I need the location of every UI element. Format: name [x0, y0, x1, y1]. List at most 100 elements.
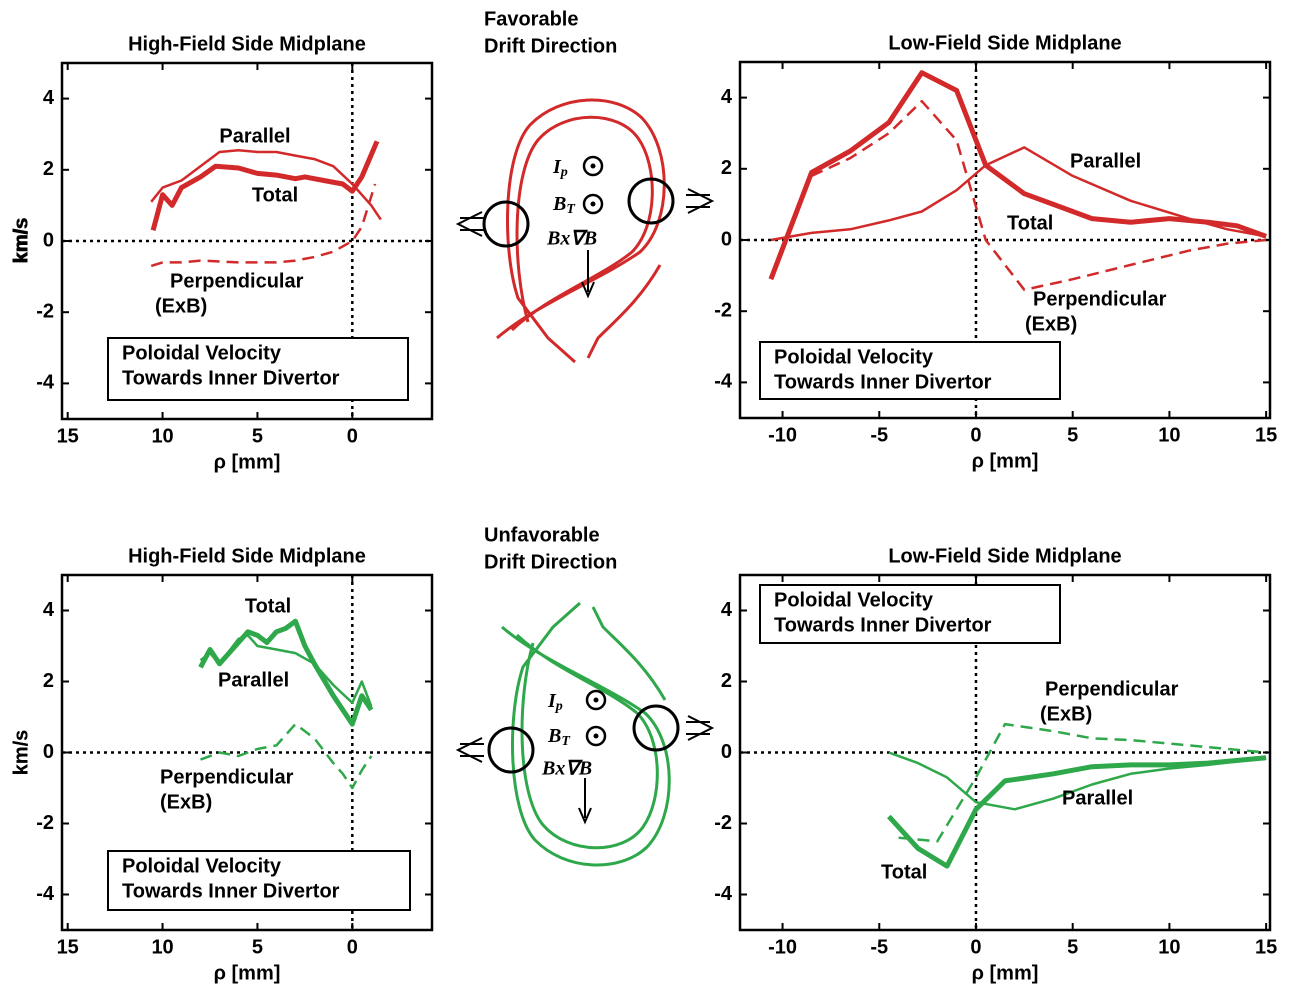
out-of-page	[585, 725, 607, 747]
plot-frame	[738, 573, 1272, 932]
arrow-left	[455, 737, 484, 763]
series-label: (ExB)	[1040, 703, 1092, 725]
chart-title: High-Field Side Midplane	[128, 33, 366, 55]
x-tick-label: -10	[768, 936, 797, 958]
y-tick-label: -2	[714, 812, 732, 834]
x-tick-label: 5	[1067, 936, 1078, 958]
x-tick-label: 0	[347, 425, 358, 447]
y-tick-label: 0	[721, 228, 732, 250]
y-tick-label: 0	[721, 741, 732, 763]
annotation-box	[107, 850, 411, 911]
diagram-symbol: Ip	[552, 156, 568, 181]
y-tick-label: -2	[36, 812, 54, 834]
series-label: Total	[252, 184, 298, 206]
diagram-symbol: Bx∇B	[546, 228, 597, 250]
annotation-text: Towards Inner Divertor	[774, 614, 992, 636]
probe-circle	[627, 177, 675, 225]
subscript: T	[566, 202, 576, 217]
series-line	[888, 751, 1267, 811]
series-line	[768, 70, 1267, 281]
x-tick-label: 15	[57, 425, 79, 447]
annotation-text: Poloidal Velocity	[122, 342, 282, 364]
series-line	[150, 140, 380, 231]
annotation-box	[107, 337, 409, 401]
plot-frame	[60, 573, 434, 932]
y-tick-label: 0	[43, 229, 54, 251]
x-tick-label: 5	[252, 425, 263, 447]
out-of-page-dot	[593, 697, 599, 703]
y-tick-label: 2	[43, 158, 54, 180]
series-label: Parallel	[219, 125, 290, 147]
series-label: Parallel	[1062, 787, 1133, 809]
y-tick-label: -4	[714, 371, 733, 393]
chart-title: Low-Field Side Midplane	[888, 545, 1121, 567]
out-of-page	[582, 193, 604, 215]
y-tick-label: 2	[721, 157, 732, 179]
y-tick-label: 2	[43, 670, 54, 692]
annotation-text: Poloidal Velocity	[774, 346, 934, 368]
subscript: p	[555, 699, 563, 714]
series-line	[898, 722, 1267, 843]
out-of-page-dot	[590, 163, 596, 169]
x-tick-label: -10	[768, 424, 797, 446]
series-label: Total	[881, 861, 927, 883]
x-tick-label: 10	[151, 936, 173, 958]
diagram-title: Drift Direction	[484, 35, 617, 57]
out-of-page	[585, 689, 607, 711]
annotation-box	[759, 584, 1061, 644]
series-label: (ExB)	[155, 295, 207, 317]
y-axis-label: km/s	[10, 730, 32, 776]
plot-frame	[738, 60, 1272, 420]
y-tick-label: -4	[714, 883, 733, 905]
annotation-text: Towards Inner Divertor	[774, 371, 992, 393]
drift-arrow	[581, 250, 595, 299]
x-tick-label: -5	[870, 936, 888, 958]
series-label: Total	[245, 595, 291, 617]
chart: Low-Field Side Midplane ρ [mm] km/s -10 -5 0 5…	[10, 32, 1277, 472]
arrow-right	[686, 715, 715, 741]
series-line	[887, 755, 1267, 869]
x-tick-label: 0	[970, 424, 981, 446]
y-tick-label: -2	[714, 299, 732, 321]
subscript: T	[561, 734, 571, 749]
x-tick-label: 15	[57, 936, 79, 958]
chart-title: High-Field Side Midplane	[128, 545, 366, 567]
out-of-page-dot	[590, 201, 596, 207]
diagram-title: Unfavorable	[484, 524, 600, 546]
x-tick-label: 10	[1158, 936, 1180, 958]
x-axis-label: ρ [mm]	[214, 451, 281, 473]
arrow-left	[455, 211, 484, 237]
x-tick-label: 10	[151, 425, 173, 447]
x-tick-label: 5	[252, 936, 263, 958]
x-axis-label: ρ [mm]	[972, 962, 1039, 984]
diagram-top	[455, 98, 715, 364]
series-label: Perpendicular	[160, 766, 294, 788]
diagram-symbol: Ip	[547, 690, 563, 715]
symbol: I	[547, 690, 557, 712]
chart-title: Low-Field Side Midplane	[888, 32, 1121, 54]
x-tick-label: 0	[970, 936, 981, 958]
diagram-symbol: Bx∇B	[541, 758, 592, 780]
diagram-symbol: BT	[547, 725, 571, 750]
probe-circle	[632, 704, 680, 752]
x-tick-label: 10	[1158, 424, 1180, 446]
chart: High-Field Side Midplane ρ [mm] km/s 15 10 5 0…	[10, 33, 434, 473]
y-axis-label: km/s	[10, 217, 32, 263]
probe-circle	[487, 726, 535, 774]
subscript: p	[560, 165, 568, 180]
chart: Low-Field Side Midplane ρ [mm] km/s -10 -5 0 5…	[10, 545, 1277, 984]
x-tick-label: 5	[1067, 424, 1078, 446]
series-line	[199, 634, 373, 707]
plot-frame	[60, 61, 434, 421]
series-label: Parallel	[1070, 150, 1141, 172]
annotation-text: Poloidal Velocity	[774, 589, 934, 611]
symbol: I	[552, 156, 562, 178]
series-label: (ExB)	[1025, 313, 1077, 335]
series-line	[200, 722, 373, 790]
y-tick-label: -4	[36, 883, 55, 905]
x-tick-label: 15	[1255, 936, 1277, 958]
y-tick-label: 4	[43, 87, 55, 109]
series-line	[811, 99, 1267, 292]
series-label: Perpendicular	[170, 270, 304, 292]
